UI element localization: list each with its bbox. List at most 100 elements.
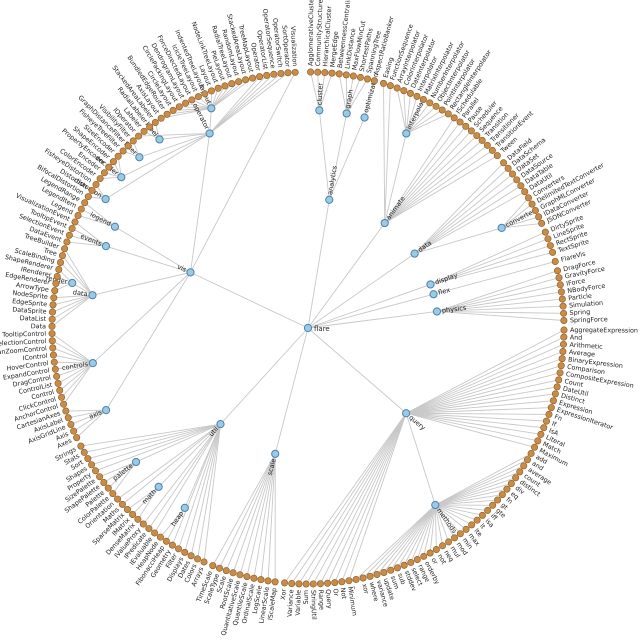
branch-dot[interactable] xyxy=(154,482,163,491)
leaf-dot[interactable] xyxy=(92,467,100,475)
branch-dot[interactable] xyxy=(101,406,111,415)
leaf-dot[interactable] xyxy=(380,568,388,576)
branch-node-render[interactable]: render xyxy=(45,274,77,288)
branch-dot[interactable] xyxy=(497,223,506,233)
branch-node-controls[interactable]: controls xyxy=(61,359,97,373)
leaf-dot[interactable] xyxy=(96,473,104,481)
leaf-dot[interactable] xyxy=(250,574,258,582)
leaf-dot[interactable] xyxy=(387,566,395,574)
branch-dot[interactable] xyxy=(88,359,97,368)
leaf-dot[interactable] xyxy=(551,258,559,266)
leaf-dot[interactable] xyxy=(175,545,183,553)
leaf-dot[interactable] xyxy=(450,114,458,122)
leaf-node-variance[interactable]: Variance xyxy=(286,579,296,617)
leaf-dot[interactable] xyxy=(58,252,66,260)
leaf-node-arithmetic[interactable]: Arithmetic xyxy=(559,340,603,351)
leaf-node-sum[interactable]: sum xyxy=(387,566,401,590)
leaf-dot[interactable] xyxy=(295,580,303,588)
branch-dot[interactable] xyxy=(410,249,419,258)
leaf-dot[interactable] xyxy=(73,434,81,442)
leaf-dot[interactable] xyxy=(163,110,171,118)
leaf-dot[interactable] xyxy=(419,95,427,103)
leaf-dot[interactable] xyxy=(380,79,388,87)
leaf-dot[interactable] xyxy=(81,199,89,207)
leaf-dot[interactable] xyxy=(545,410,553,418)
leaf-dot[interactable] xyxy=(58,393,66,401)
leaf-dot[interactable] xyxy=(517,182,525,190)
leaf-dot[interactable] xyxy=(560,309,568,317)
leaf-node-springforce[interactable]: SpringForce xyxy=(560,315,608,324)
leaf-node-gt[interactable]: gt xyxy=(494,496,510,512)
leaf-node-if[interactable]: If xyxy=(542,417,558,429)
leaf-dot[interactable] xyxy=(156,533,164,541)
leaf-dot[interactable] xyxy=(444,110,452,118)
branch-node-display[interactable]: display xyxy=(426,271,459,289)
branch-node-axis[interactable]: axis xyxy=(88,406,111,421)
leaf-dot[interactable] xyxy=(560,326,568,334)
branch-node-flare[interactable]: flare xyxy=(303,323,330,333)
leaf-dot[interactable] xyxy=(439,542,447,550)
leaf-dot[interactable] xyxy=(478,136,486,144)
leaf-dot[interactable] xyxy=(257,576,265,584)
leaf-dot[interactable] xyxy=(316,580,324,588)
leaf-dot[interactable] xyxy=(200,558,208,566)
leaf-dot[interactable] xyxy=(109,158,117,166)
leaf-node-range[interactable]: Range xyxy=(317,580,326,610)
leaf-dot[interactable] xyxy=(168,541,176,549)
leaf-dot[interactable] xyxy=(520,462,528,470)
branch-dot[interactable] xyxy=(131,457,141,467)
leaf-node-datalist[interactable]: DataList xyxy=(20,314,56,323)
leaf-dot[interactable] xyxy=(307,68,315,76)
leaf-dot[interactable] xyxy=(50,358,58,366)
leaf-node-data[interactable]: Data xyxy=(31,322,56,330)
leaf-dot[interactable] xyxy=(488,146,496,154)
leaf-node-icontrol[interactable]: IControl xyxy=(22,351,57,363)
leaf-dot[interactable] xyxy=(214,84,222,92)
leaf-dot[interactable] xyxy=(236,571,244,579)
branch-dot[interactable] xyxy=(101,242,111,251)
leaf-dot[interactable] xyxy=(338,578,346,586)
branch-dot[interactable] xyxy=(431,500,440,510)
leaf-node-aggregateexpression[interactable]: AggregateExpression xyxy=(560,326,638,335)
leaf-dot[interactable] xyxy=(65,231,73,239)
branch-dot[interactable] xyxy=(325,195,334,204)
leaf-dot[interactable] xyxy=(549,248,557,256)
leaf-node-and[interactable]: And xyxy=(560,333,583,342)
leaf-dot[interactable] xyxy=(342,71,350,79)
leaf-dot[interactable] xyxy=(558,355,566,363)
leaf-dot[interactable] xyxy=(420,552,428,560)
branch-node-analytics[interactable]: analytics xyxy=(325,165,339,204)
leaf-dot[interactable] xyxy=(284,69,292,77)
leaf-dot[interactable] xyxy=(537,430,545,438)
leaf-dot[interactable] xyxy=(321,69,329,77)
leaf-dot[interactable] xyxy=(432,545,440,553)
branch-node-data[interactable]: data xyxy=(72,288,97,300)
leaf-dot[interactable] xyxy=(559,302,567,310)
leaf-node-or[interactable]: Or xyxy=(331,579,340,597)
branch-node-flex[interactable]: flex xyxy=(429,286,451,299)
leaf-node-fn[interactable]: Fn xyxy=(545,410,563,423)
leaf-dot[interactable] xyxy=(77,442,85,450)
leaf-dot[interactable] xyxy=(235,78,243,86)
leaf-dot[interactable] xyxy=(100,169,108,177)
leaf-dot[interactable] xyxy=(468,521,476,529)
leaf-dot[interactable] xyxy=(541,228,549,236)
leaf-dot[interactable] xyxy=(478,511,486,519)
leaf-dot[interactable] xyxy=(60,400,68,408)
branch-dot[interactable] xyxy=(315,106,324,115)
leaf-dot[interactable] xyxy=(507,479,515,487)
leaf-node-tree[interactable]: Tree xyxy=(42,246,66,260)
branch-dot[interactable] xyxy=(88,291,97,300)
leaf-dot[interactable] xyxy=(314,68,322,76)
leaf-dot[interactable] xyxy=(467,127,475,135)
leaf-dot[interactable] xyxy=(207,87,215,95)
leaf-dot[interactable] xyxy=(291,68,299,76)
leaf-dot[interactable] xyxy=(557,362,565,370)
leaf-dot[interactable] xyxy=(509,170,517,178)
branch-dot[interactable] xyxy=(117,173,126,182)
leaf-node-iforce[interactable]: IForce xyxy=(556,277,586,289)
leaf-dot[interactable] xyxy=(345,577,353,585)
leaf-node-not[interactable]: Not xyxy=(338,578,349,600)
leaf-dot[interactable] xyxy=(484,506,492,514)
leaf-dot[interactable] xyxy=(559,340,567,348)
